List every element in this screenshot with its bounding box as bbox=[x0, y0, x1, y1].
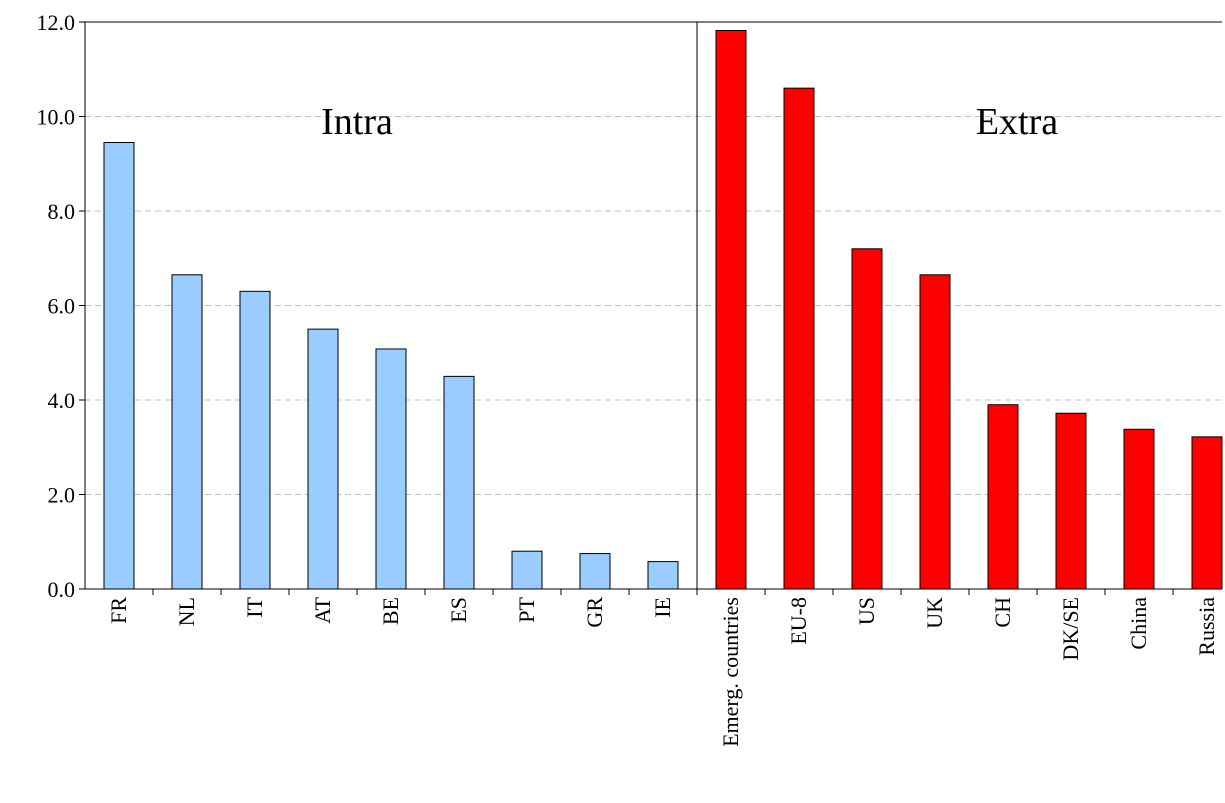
y-tick-label: 6.0 bbox=[48, 294, 76, 319]
x-category-labels: FR NL IT AT BE ES PT GR IE Emerg. countries EU-8 US… bbox=[106, 596, 1219, 746]
y-tick-labels: 0.0 2.0 4.0 6.0 8.0 10.0 12.0 bbox=[37, 10, 76, 602]
x-category-label: BE bbox=[378, 597, 403, 625]
bar bbox=[851, 248, 883, 590]
bar bbox=[1055, 412, 1087, 590]
y-tick-label: 8.0 bbox=[48, 199, 76, 224]
y-tick-label: 4.0 bbox=[48, 388, 76, 413]
bars bbox=[103, 30, 1223, 590]
bar bbox=[103, 141, 135, 590]
x-category-label: Russia bbox=[1194, 597, 1219, 656]
x-category-label: FR bbox=[106, 597, 131, 624]
x-category-label: China bbox=[1126, 597, 1151, 650]
bar bbox=[783, 87, 815, 590]
extra-panel-label: Extra bbox=[976, 101, 1058, 143]
bar bbox=[307, 328, 339, 590]
y-tick-label: 12.0 bbox=[37, 10, 76, 35]
x-category-label: AT bbox=[310, 596, 335, 623]
x-category-label: IE bbox=[650, 597, 675, 618]
bar bbox=[239, 290, 271, 590]
intra-panel-label: Intra bbox=[321, 101, 393, 143]
y-tick-label: 0.0 bbox=[48, 577, 76, 602]
x-category-label: IT bbox=[242, 596, 267, 617]
y-tick-label: 10.0 bbox=[37, 105, 76, 130]
bar bbox=[1123, 428, 1155, 590]
x-category-label: ES bbox=[446, 597, 471, 623]
x-category-label: Emerg. countries bbox=[718, 597, 743, 747]
bar bbox=[919, 274, 951, 590]
bar bbox=[715, 30, 747, 590]
bar bbox=[987, 404, 1019, 590]
bar bbox=[171, 274, 203, 590]
bar bbox=[511, 550, 543, 590]
x-category-label: US bbox=[854, 597, 879, 625]
bar bbox=[375, 348, 407, 590]
bar bbox=[579, 553, 611, 590]
x-category-label: DK/SE bbox=[1058, 597, 1083, 661]
x-category-label: GR bbox=[582, 597, 607, 628]
bar bbox=[1191, 436, 1223, 590]
x-category-label: PT bbox=[514, 596, 539, 622]
bar bbox=[443, 375, 475, 590]
x-category-label: NL bbox=[174, 597, 199, 626]
x-category-label: EU-8 bbox=[786, 597, 811, 645]
x-category-label: UK bbox=[922, 597, 947, 629]
axes bbox=[79, 21, 1222, 595]
x-category-label: CH bbox=[990, 597, 1015, 628]
y-tick-label: 2.0 bbox=[48, 483, 76, 508]
bar bbox=[647, 561, 679, 590]
